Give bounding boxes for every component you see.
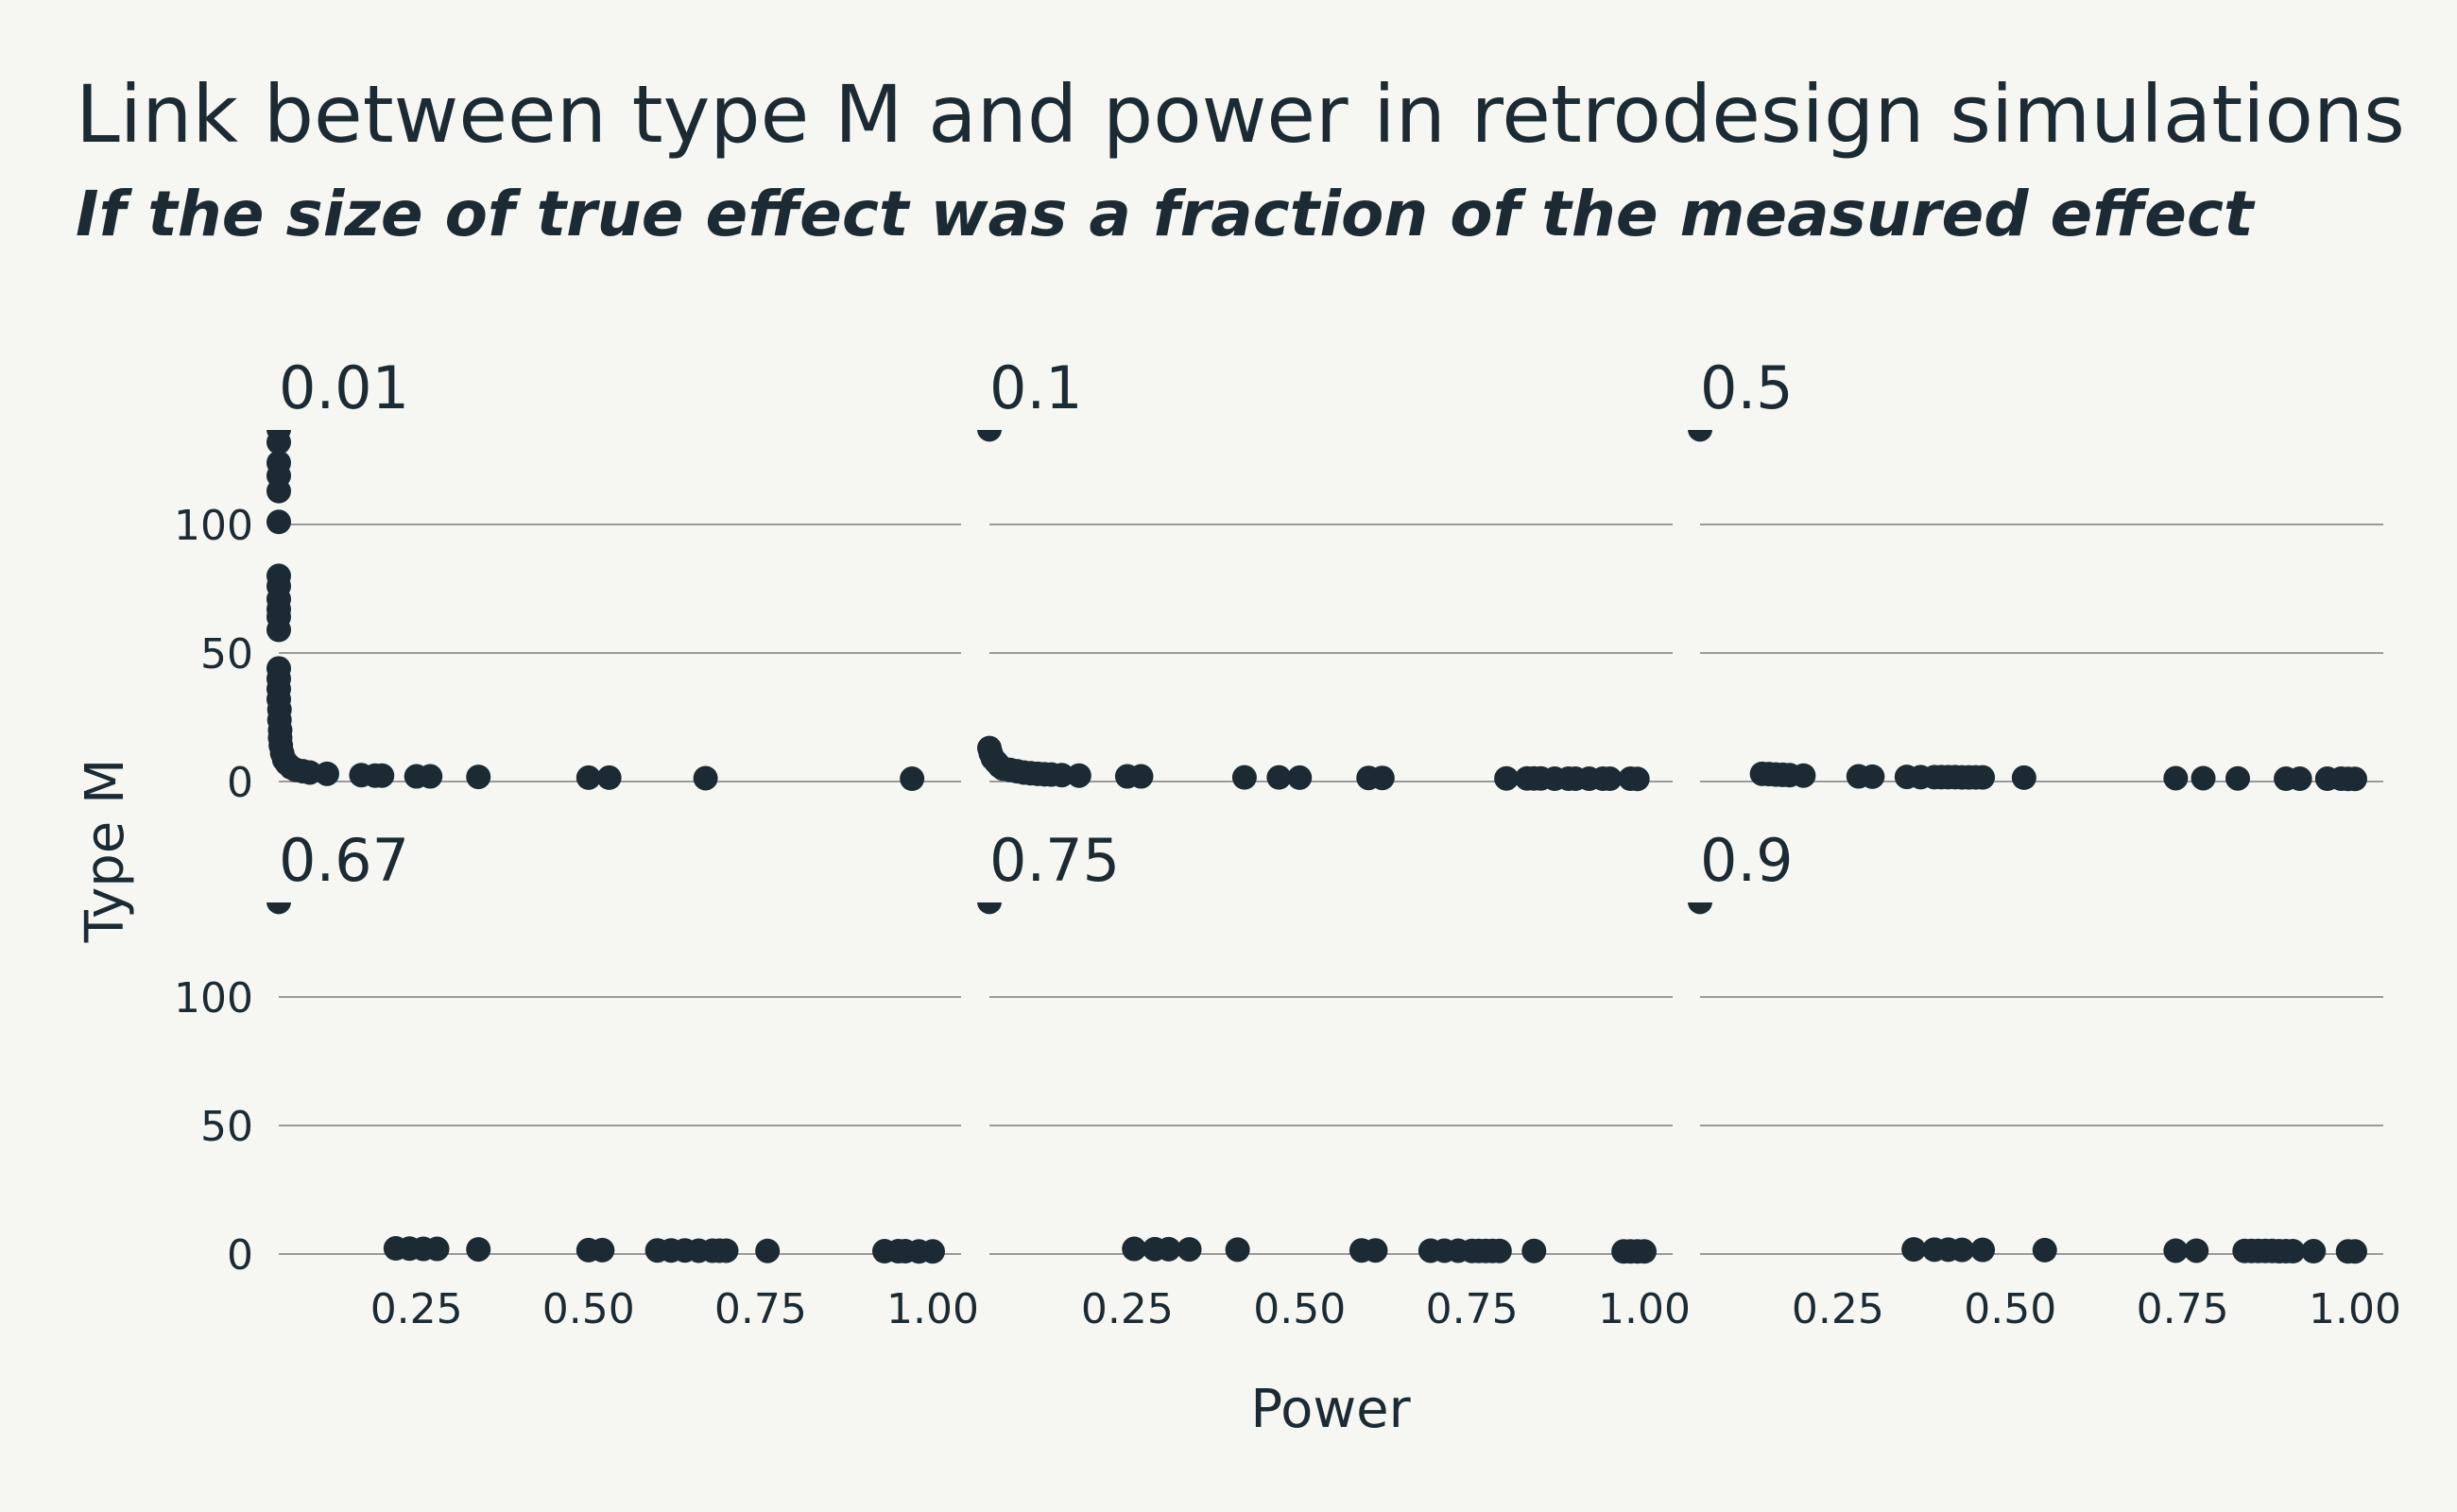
data-point	[977, 902, 1002, 915]
data-point	[1369, 765, 1395, 791]
data-point	[1122, 1236, 1147, 1262]
data-point	[424, 1236, 450, 1262]
data-point	[2287, 766, 2312, 792]
data-point	[418, 764, 443, 789]
data-point	[2280, 1239, 2306, 1264]
data-point	[1177, 1237, 1202, 1263]
data-point	[266, 478, 291, 504]
data-point	[1521, 1238, 1547, 1263]
facet-label: 0.5	[1700, 353, 1794, 422]
y-tick-label: 100	[174, 974, 253, 1022]
x-tick-label: 1.00	[886, 1285, 979, 1333]
data-point	[1225, 1237, 1250, 1263]
data-point	[1860, 764, 1885, 789]
x-tick-label: 0.50	[542, 1285, 635, 1333]
facet-label: 0.67	[279, 826, 409, 895]
data-point	[1597, 766, 1623, 792]
x-tick-label: 0.75	[714, 1285, 807, 1333]
x-tick-label: 1.00	[2309, 1285, 2401, 1333]
data-point	[2163, 765, 2189, 791]
data-point	[2184, 1238, 2209, 1263]
data-point	[1950, 1237, 1975, 1263]
data-point	[713, 1238, 739, 1263]
y-tick-label: 0	[227, 1231, 253, 1280]
data-point	[1363, 1238, 1388, 1263]
y-tick-label: 100	[174, 502, 253, 550]
data-point	[2011, 765, 2036, 790]
data-point	[1066, 763, 1091, 788]
data-point	[1688, 902, 1712, 915]
data-point	[977, 430, 1002, 442]
data-point	[900, 766, 925, 792]
data-point	[369, 763, 395, 788]
data-point	[1128, 764, 1154, 789]
x-tick-label: 0.75	[2137, 1285, 2229, 1333]
x-axis-label: Power	[1250, 1379, 1411, 1440]
data-point	[1970, 765, 1996, 790]
data-point	[1231, 765, 1257, 790]
data-point	[2301, 1239, 2327, 1264]
data-point	[2191, 765, 2216, 791]
data-point	[1791, 763, 1816, 788]
data-point	[1156, 1236, 1181, 1262]
facet-label: 0.75	[989, 826, 1120, 895]
data-point	[1688, 430, 1712, 442]
data-point	[266, 617, 291, 643]
facet-label: 0.9	[1700, 826, 1794, 895]
y-tick-label: 0	[227, 759, 253, 807]
y-tick-label: 50	[200, 630, 253, 679]
data-point	[2032, 1237, 2057, 1263]
data-point	[2163, 1238, 2189, 1263]
data-point	[466, 765, 491, 790]
x-tick-label: 0.25	[1081, 1285, 1174, 1333]
data-point	[1632, 1239, 1657, 1264]
data-point	[920, 1239, 945, 1264]
data-point	[693, 765, 718, 791]
facet-label: 0.1	[989, 353, 1083, 422]
data-point	[314, 761, 339, 786]
data-point	[266, 902, 291, 915]
data-point	[1901, 1237, 1927, 1263]
data-point	[590, 1237, 615, 1263]
facet-label: 0.01	[279, 353, 409, 422]
x-tick-label: 0.50	[1253, 1285, 1346, 1333]
data-point	[1266, 765, 1292, 790]
data-point	[1624, 766, 1650, 792]
data-point	[1049, 763, 1074, 788]
data-point	[1494, 765, 1520, 791]
data-point	[1486, 1238, 1512, 1263]
data-point	[1287, 765, 1313, 790]
chart-title: Link between type M and power in retrode…	[76, 68, 2405, 161]
data-point	[755, 1238, 781, 1263]
x-tick-label: 0.25	[370, 1285, 463, 1333]
x-tick-label: 0.75	[1426, 1285, 1519, 1333]
data-point	[596, 765, 622, 790]
data-point	[576, 765, 601, 790]
data-point	[2343, 766, 2367, 792]
data-point	[1970, 1237, 1996, 1263]
data-point	[2343, 1239, 2367, 1264]
chart-subtitle: If the size of true effect was a fractio…	[76, 178, 2254, 250]
x-tick-label: 0.25	[1792, 1285, 1884, 1333]
y-axis-label: Type M	[75, 759, 136, 944]
x-tick-label: 1.00	[1598, 1285, 1691, 1333]
data-point	[2225, 765, 2250, 791]
y-tick-label: 50	[200, 1103, 253, 1151]
data-point	[266, 430, 291, 455]
data-point	[266, 509, 291, 535]
x-tick-label: 0.50	[1964, 1285, 2056, 1333]
data-point	[466, 1237, 491, 1263]
